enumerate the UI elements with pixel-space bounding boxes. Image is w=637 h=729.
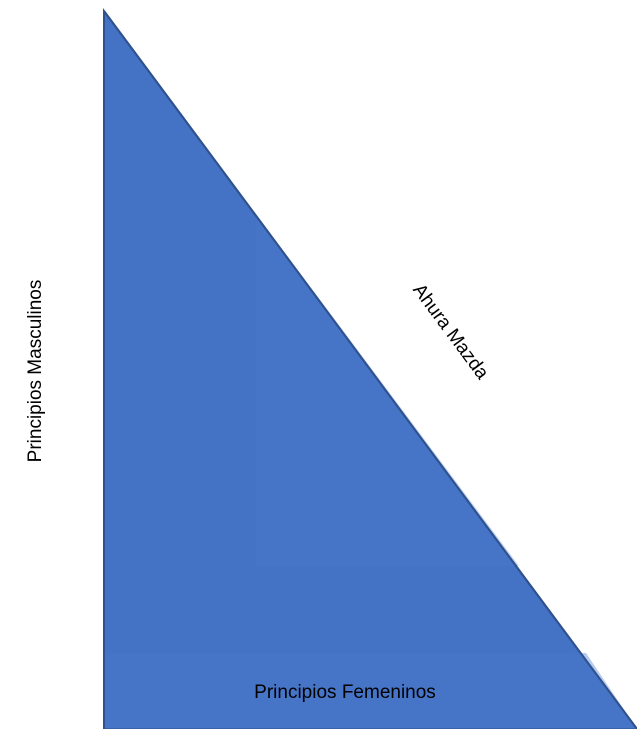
inner-shade-region bbox=[256, 214, 519, 566]
label-feminine: Principios Femeninos bbox=[254, 682, 436, 703]
label-masculine: Principios Masculinos bbox=[25, 280, 46, 463]
bottom-band-region bbox=[104, 653, 637, 729]
hypotenuse-edge bbox=[103, 10, 637, 729]
label-ahura-mazda: Ahura Mazda bbox=[408, 280, 492, 384]
